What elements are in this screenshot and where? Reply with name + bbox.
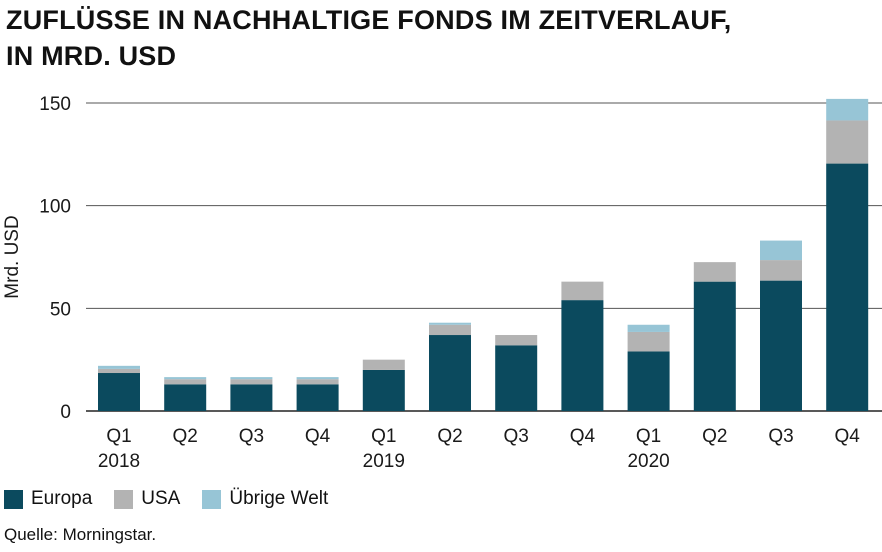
y-tick-label-150: 150 (39, 94, 71, 115)
legend-swatch-uebrige-welt (202, 489, 222, 509)
bar-9-usa (627, 331, 670, 352)
chart-title-line2: IN MRD. USD (6, 41, 177, 71)
chart-title-line1: ZUFLÜSSE IN NACHHALTIGE FONDS IM ZEITVER… (6, 5, 732, 35)
bar-12-europa (826, 163, 869, 411)
y-tick-label-0: 0 (60, 402, 71, 423)
legend-label-usa: USA (141, 488, 181, 509)
bar-2-europa (164, 384, 207, 411)
bar-2--brige-welt (164, 377, 207, 380)
chart-title: ZUFLÜSSE IN NACHHALTIGE FONDS IM ZEITVER… (6, 2, 732, 74)
x-tick-label-8: Q4 (570, 426, 596, 447)
bar-3-usa (230, 379, 273, 385)
bar-6--brige-welt (429, 322, 471, 325)
x-year-label-2018: 2018 (98, 451, 140, 472)
bar-5-europa (362, 369, 405, 411)
bar-3-europa (230, 384, 273, 411)
bar-5-usa (362, 359, 405, 370)
x-year-label-2020: 2020 (627, 451, 669, 472)
legend-swatch-usa (114, 489, 134, 509)
bar-7-usa (495, 335, 538, 346)
x-tick-label-9: Q1 (636, 426, 661, 447)
x-tick-label-7: Q3 (504, 426, 529, 447)
legend-label-uebrige-welt: Übrige Welt (229, 488, 329, 509)
bar-12-usa (826, 120, 869, 164)
x-tick-label-11: Q3 (768, 426, 793, 447)
bar-9-europa (627, 351, 670, 411)
bar-12--brige-welt (826, 98, 869, 121)
bar-3--brige-welt (230, 377, 273, 380)
bar-10-europa (693, 281, 736, 411)
y-tick-label-50: 50 (50, 299, 71, 320)
bar-6-europa (429, 335, 471, 411)
legend-item-uebrige-welt: Übrige Welt (202, 488, 328, 510)
x-tick-label-12: Q4 (835, 426, 861, 447)
legend-item-europa: Europa (4, 488, 92, 510)
legend-swatch-europa (4, 489, 23, 509)
legend-item-usa: USA (114, 488, 180, 510)
bar-1--brige-welt (98, 365, 140, 369)
y-tick-label-100: 100 (39, 197, 71, 218)
bar-2-usa (164, 379, 207, 385)
bar-11--brige-welt (760, 240, 802, 261)
bar-10-usa (693, 262, 736, 282)
x-year-label-2019: 2019 (363, 451, 405, 472)
x-tick-label-10: Q2 (702, 426, 727, 447)
y-axis-title: Mrd. USD (2, 215, 23, 298)
bar-4--brige-welt (296, 377, 339, 380)
bar-8-europa (561, 300, 604, 411)
bar-11-usa (760, 260, 802, 281)
bar-1-europa (98, 373, 140, 411)
bar-4-europa (296, 384, 339, 411)
bar-7-europa (495, 345, 538, 411)
source-note: Quelle: Morningstar. (4, 525, 157, 544)
bar-1-usa (98, 368, 140, 374)
bar-9--brige-welt (627, 324, 670, 332)
legend-label-europa: Europa (31, 488, 93, 509)
x-tick-label-2: Q2 (173, 426, 198, 447)
bar-4-usa (296, 379, 339, 385)
x-tick-label-4: Q4 (305, 426, 331, 447)
bar-11-europa (760, 280, 802, 411)
x-tick-label-5: Q1 (371, 426, 396, 447)
chart-legend: Europa USA Übrige Welt (4, 488, 350, 510)
bar-6-usa (429, 324, 471, 336)
x-tick-label-3: Q3 (239, 426, 264, 447)
bar-8-usa (561, 281, 604, 301)
x-tick-label-6: Q2 (437, 426, 462, 447)
stacked-bar-chart: 0 50 100 150 Mrd. USD Q1 Q2 Q3 Q4 Q1 Q2 Q3 Q4 Q1 Q2 Q3 Q… (2, 94, 882, 472)
x-tick-label-1: Q1 (106, 426, 131, 447)
